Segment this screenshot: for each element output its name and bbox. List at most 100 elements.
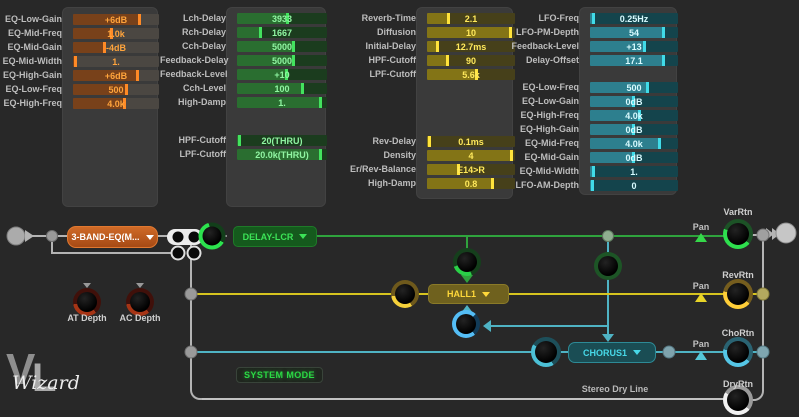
param-slider[interactable]: +6dB <box>73 14 159 25</box>
cho-pan-slider[interactable] <box>695 351 707 360</box>
param-slider-marker <box>591 166 595 177</box>
param-slider-marker <box>74 56 78 67</box>
param-slider[interactable]: 1. <box>73 56 159 67</box>
var-pan-slider[interactable] <box>695 233 707 242</box>
cyan-up-arrow-icon <box>461 305 473 313</box>
param-slider[interactable]: 1. <box>590 166 678 177</box>
delay-block-button[interactable]: DELAY-LCR <box>233 226 317 247</box>
param-slider[interactable]: -4dB <box>73 42 159 53</box>
param-slider[interactable]: 0.25Hz <box>590 13 678 24</box>
param-slider[interactable]: E14>R <box>427 164 515 175</box>
param-slider-marker <box>284 69 288 80</box>
chevron-down-icon[interactable] <box>633 350 641 355</box>
param-slider-fill <box>73 98 126 109</box>
param-slider[interactable]: 500 <box>590 82 678 93</box>
var-to-chorus-knob[interactable] <box>594 252 622 280</box>
param-slider[interactable]: 0.8 <box>427 178 515 189</box>
at-depth-knob[interactable] <box>73 288 101 316</box>
param-slider[interactable]: 10 <box>427 27 515 38</box>
param-slider-fill <box>73 70 139 81</box>
var-pan-label: Pan <box>692 222 710 232</box>
chevron-down-icon[interactable] <box>299 234 308 239</box>
eq-block-button[interactable]: 3-BAND-EQ(M... <box>67 226 158 248</box>
param-slider[interactable]: 5.6k <box>427 69 515 80</box>
param-slider-fill <box>237 55 294 66</box>
param-slider[interactable]: 90 <box>427 55 515 66</box>
param-value: 4 <box>468 151 474 161</box>
param-slider[interactable]: 3933 <box>237 13 327 24</box>
reverb-send-knob[interactable] <box>452 310 480 338</box>
param-value: 1. <box>630 167 638 177</box>
rev-pan-slider[interactable] <box>695 293 707 302</box>
param-slider[interactable]: +13 <box>590 41 678 52</box>
param-slider[interactable]: +6dB <box>73 70 159 81</box>
chorus-block-button[interactable]: CHORUS1 <box>568 342 656 363</box>
param-slider[interactable]: 1667 <box>237 27 327 38</box>
param-slider-fill <box>73 28 112 39</box>
system-mode-label: SYSTEM MODE <box>244 370 315 380</box>
rev-return-knob[interactable] <box>723 279 753 309</box>
param-slider[interactable]: +10 <box>237 69 327 80</box>
param-slider[interactable]: 0dB <box>590 96 678 107</box>
output-arrow-icon <box>766 228 774 240</box>
param-slider[interactable]: 100 <box>237 83 327 94</box>
cyan-rev-send-hline <box>490 325 609 327</box>
param-slider-fill <box>427 27 511 38</box>
param-row: LFO-Freq 0.25Hz <box>460 13 678 24</box>
param-slider[interactable]: 4.0k <box>590 138 678 149</box>
ac-depth-label: AC Depth <box>119 313 161 323</box>
cho-return-label: ChoRtn <box>721 328 755 338</box>
param-value: 0dB <box>625 97 643 107</box>
param-slider[interactable]: 0.1ms <box>427 136 515 147</box>
cyan-left-arrow-icon <box>483 320 491 332</box>
patch-point-out-a[interactable] <box>172 231 184 243</box>
patch-point-in-b[interactable] <box>186 245 202 261</box>
param-slider[interactable]: 0dB <box>590 124 678 135</box>
param-slider[interactable]: 500 <box>73 84 159 95</box>
patch-point-out-b[interactable] <box>170 245 186 261</box>
cho-return-knob[interactable] <box>723 337 753 367</box>
param-slider[interactable]: 12.7ms <box>427 41 515 52</box>
param-row: High-Damp 1. <box>160 97 327 108</box>
yellow-to-bus-line <box>750 293 762 295</box>
chevron-down-icon[interactable] <box>145 234 154 240</box>
reverb-in-knob[interactable] <box>391 280 419 308</box>
param-slider-marker <box>136 70 140 81</box>
param-slider[interactable]: 5000 <box>237 41 327 52</box>
param-label: EQ-Mid-Freq <box>525 138 579 148</box>
chorus-in-knob[interactable] <box>531 337 561 367</box>
param-row: Rev-Delay 0.1ms <box>298 136 515 147</box>
param-slider[interactable]: 4.0k <box>590 110 678 121</box>
param-slider[interactable]: 20.0k(THRU) <box>237 149 327 160</box>
dry-branch-hline <box>51 252 172 254</box>
ac-depth-knob[interactable] <box>126 288 154 316</box>
param-slider[interactable]: 4.0k <box>73 98 159 109</box>
param-slider[interactable]: 0 <box>590 180 678 191</box>
system-mode-button[interactable]: SYSTEM MODE <box>236 367 323 383</box>
var-return-knob[interactable] <box>723 219 753 249</box>
param-slider[interactable]: 4 <box>427 150 515 161</box>
reverb-block-button[interactable]: HALL1 <box>428 284 509 304</box>
param-slider-fill <box>237 97 321 108</box>
param-slider-fill <box>73 14 141 25</box>
param-slider-marker <box>590 180 594 191</box>
param-slider-fill <box>590 152 634 163</box>
param-slider[interactable]: 20(THRU) <box>237 135 327 146</box>
param-row: Cch-Level 100 <box>160 83 327 94</box>
param-slider[interactable]: 1. <box>237 97 327 108</box>
param-slider[interactable]: 0dB <box>590 152 678 163</box>
param-slider[interactable]: 1.0k <box>73 28 159 39</box>
param-slider[interactable]: 2.1 <box>427 13 515 24</box>
param-slider[interactable]: 54 <box>590 27 678 38</box>
param-slider-fill <box>73 42 105 53</box>
delay-send-knob[interactable] <box>198 222 226 250</box>
chevron-down-icon[interactable] <box>482 291 490 297</box>
param-label: High-Damp <box>368 178 416 188</box>
param-slider[interactable]: 17.1 <box>590 55 678 66</box>
param-value: 4.0k <box>625 111 643 121</box>
param-slider[interactable]: 5000 <box>237 55 327 66</box>
param-slider-marker <box>661 55 665 66</box>
dry-return-knob[interactable] <box>723 385 753 415</box>
patch-point-in-a[interactable] <box>188 231 200 243</box>
var-insert-knob[interactable] <box>453 248 481 276</box>
